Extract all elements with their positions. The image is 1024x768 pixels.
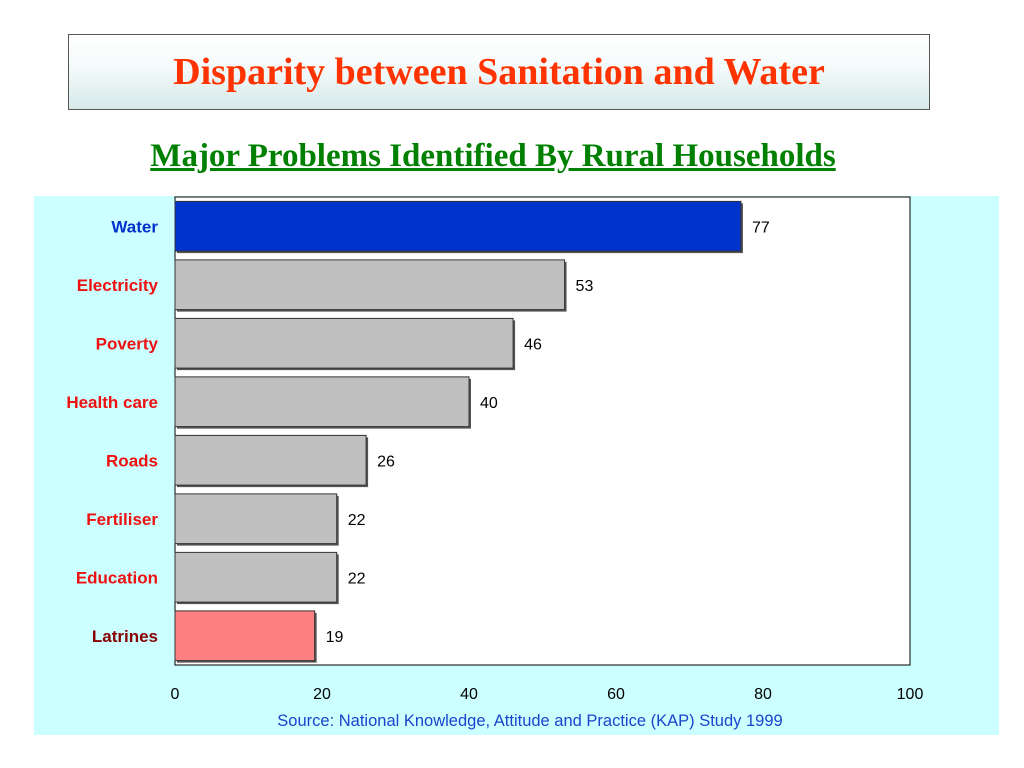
page-subtitle: Major Problems Identified By Rural House…	[150, 138, 836, 174]
data-label-electricity: 53	[576, 278, 594, 295]
category-label-poverty: Poverty	[96, 334, 159, 353]
data-label-fertiliser: 22	[348, 512, 366, 529]
bar-education	[174, 551, 338, 603]
bar-poverty	[174, 317, 514, 369]
x-tick-label-40: 40	[460, 686, 478, 703]
bar-electricity	[174, 259, 566, 311]
category-label-electricity: Electricity	[77, 276, 159, 295]
title-box: Disparity between Sanitation and Water	[68, 34, 930, 110]
x-tick-label-80: 80	[754, 686, 772, 703]
bars-layer: 77 Water 53 Electricity 46 Poverty 40 Health ca…	[66, 200, 924, 703]
bar-water	[174, 200, 742, 252]
category-label-fertiliser: Fertiliser	[86, 510, 158, 529]
x-tick-label-60: 60	[607, 686, 625, 703]
bar-fertiliser	[174, 493, 338, 545]
data-label-poverty: 46	[524, 336, 542, 353]
category-label-education: Education	[76, 568, 158, 587]
bar-latrines	[174, 610, 316, 662]
data-label-water: 77	[752, 219, 770, 236]
category-label-roads: Roads	[106, 451, 158, 470]
category-label-latrines: Latrines	[92, 627, 158, 646]
data-label-education: 22	[348, 570, 366, 587]
page-title: Disparity between Sanitation and Water	[173, 51, 825, 93]
bar-roads	[174, 434, 367, 486]
data-label-roads: 26	[377, 453, 395, 470]
x-tick-label-100: 100	[897, 686, 924, 703]
data-label-latrines: 19	[326, 629, 344, 646]
data-label-health-care: 40	[480, 395, 498, 412]
x-tick-label-20: 20	[313, 686, 331, 703]
source-note: Source: National Knowledge, Attitude and…	[277, 712, 783, 730]
category-label-water: Water	[111, 217, 158, 236]
bar-health-care	[174, 376, 470, 428]
category-label-health-care: Health care	[66, 393, 158, 412]
x-tick-label-0: 0	[171, 686, 180, 703]
